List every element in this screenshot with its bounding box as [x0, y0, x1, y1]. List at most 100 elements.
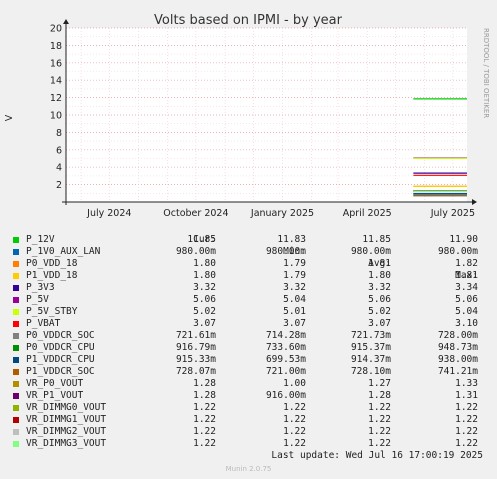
- legend-min-value: 1.79: [283, 258, 306, 269]
- legend-name: P_VBAT: [26, 318, 61, 329]
- y-tick-label: 16: [50, 58, 62, 69]
- legend-swatch: [13, 369, 19, 375]
- legend-row: VR_DIMMG0_VOUT 1.22 1.22 1.22 1.22: [12, 402, 490, 414]
- legend-avg-value: 1.22: [368, 414, 391, 425]
- legend-cur-value: 1.22: [193, 438, 216, 449]
- legend-max-value: 1.31: [455, 390, 478, 401]
- legend-swatch: [13, 273, 19, 279]
- legend-row: VR_DIMMG1_VOUT 1.22 1.22 1.22 1.22: [12, 414, 490, 426]
- legend-name: P_12V: [26, 234, 55, 245]
- legend-min-value: 980.00m: [265, 246, 306, 257]
- legend-col-max: Max:: [455, 270, 478, 281]
- legend-row: VR_DIMMG2_VOUT 1.22 1.22 1.22 1.22: [12, 426, 490, 438]
- legend-max-value: 1.22: [455, 426, 478, 437]
- legend-min-value: 1.22: [283, 402, 306, 413]
- legend-max-value: 3.34: [455, 282, 478, 293]
- legend-avg-value: 1.28: [368, 390, 391, 401]
- series-lines: [413, 98, 467, 197]
- legend-avg-value: 1.22: [368, 402, 391, 413]
- legend-swatch: [13, 237, 19, 243]
- legend-cur-value: 3.32: [193, 282, 216, 293]
- legend-name: P_1V0_AUX_LAN: [26, 246, 101, 257]
- last-update: Last update: Wed Jul 16 17:00:19 2025: [271, 450, 483, 461]
- legend-row: P0_VDDCR_CPU 916.79m 733.60m 915.37m 948.73m: [12, 342, 490, 354]
- legend-name: VR_DIMMG3_VOUT: [26, 438, 107, 449]
- legend-max-value: 1.22: [455, 402, 478, 413]
- legend: Cur: Min: Avg: Max: P_12V 11.85 11.83 11.85…: [12, 222, 490, 450]
- legend-name: VR_DIMMG0_VOUT: [26, 402, 107, 413]
- legend-avg-value: 721.73m: [350, 330, 391, 341]
- legend-name: VR_DIMMG1_VOUT: [26, 414, 107, 425]
- legend-name: P_5V_STBY: [26, 306, 78, 317]
- legend-row: P_5V_STBY 5.02 5.01 5.02 5.04: [12, 306, 490, 318]
- legend-cur-value: 1.80: [193, 258, 216, 269]
- legend-row: P0_VDDCR_SOC 721.61m 714.28m 721.73m 728.00m: [12, 330, 490, 342]
- legend-col-avg: Avg:: [368, 258, 391, 269]
- legend-max-value: 728.00m: [437, 330, 478, 341]
- legend-row: P1_VDD_18 1.80 1.79 1.80 1.81: [12, 270, 490, 282]
- legend-avg-value: 1.27: [368, 378, 391, 389]
- legend-cur-value: 5.06: [193, 294, 216, 305]
- legend-min-value: 3.07: [283, 318, 306, 329]
- legend-max-value: 1.22: [455, 438, 478, 449]
- x-tick-label: April 2025: [343, 208, 392, 219]
- legend-cur-value: 915.33m: [175, 354, 216, 365]
- legend-cur-value: 5.02: [193, 306, 216, 317]
- legend-min-value: 11.83: [277, 234, 306, 245]
- legend-col-cur: Cur:: [193, 234, 216, 245]
- legend-cur-value: 11.85: [187, 234, 216, 245]
- legend-row: VR_P0_VOUT 1.28 1.00 1.27 1.33: [12, 378, 490, 390]
- legend-swatch: [13, 261, 19, 267]
- legend-cur-value: 1.28: [193, 390, 216, 401]
- legend-min-value: 1.22: [283, 438, 306, 449]
- legend-swatch: [13, 417, 19, 423]
- legend-max-value: 980.00m: [437, 246, 478, 257]
- grid: [66, 27, 467, 202]
- legend-min-value: 5.01: [283, 306, 306, 317]
- y-tick-label: 2: [56, 180, 62, 191]
- legend-min-value: 733.60m: [265, 342, 306, 353]
- y-axis-label: V: [4, 114, 15, 121]
- footer: Munin 2.0.75: [225, 465, 272, 473]
- y-tick-label: 18: [50, 41, 62, 52]
- legend-swatch: [13, 309, 19, 315]
- legend-rows: P_12V 11.85 11.83 11.85 11.90 P_1V0_AUX_LAN 98…: [12, 234, 490, 450]
- legend-swatch: [13, 357, 19, 363]
- legend-name: VR_P0_VOUT: [26, 378, 84, 389]
- legend-min-value: 714.28m: [265, 330, 306, 341]
- legend-max-value: 1.33: [455, 378, 478, 389]
- legend-max-value: 5.04: [455, 306, 478, 317]
- x-tick-label: October 2024: [163, 208, 228, 219]
- legend-avg-value: 728.10m: [350, 366, 391, 377]
- legend-cur-value: 1.22: [193, 402, 216, 413]
- legend-max-value: 1.22: [455, 414, 478, 425]
- legend-row: P_3V3 3.32 3.32 3.32 3.34: [12, 282, 490, 294]
- legend-row: P0_VDD_18 1.80 1.79 1.81 1.82: [12, 258, 490, 270]
- legend-avg-value: 3.32: [368, 282, 391, 293]
- legend-max-value: 741.21m: [437, 366, 478, 377]
- legend-cur-value: 721.61m: [175, 330, 216, 341]
- y-tick-label: 4: [56, 163, 62, 174]
- legend-min-value: 916.00m: [265, 390, 306, 401]
- legend-swatch: [13, 393, 19, 399]
- legend-min-value: 3.32: [283, 282, 306, 293]
- y-tick-label: 8: [56, 128, 62, 139]
- y-tick-label: 6: [56, 145, 62, 156]
- legend-row: P_12V 11.85 11.83 11.85 11.90: [12, 234, 490, 246]
- legend-avg-value: 11.85: [362, 234, 391, 245]
- legend-swatch: [13, 429, 19, 435]
- chart-title: Volts based on IPMI - by year: [154, 13, 343, 28]
- legend-min-value: 699.53m: [265, 354, 306, 365]
- legend-avg-value: 1.22: [368, 426, 391, 437]
- legend-max-value: 1.81: [455, 270, 478, 281]
- legend-row: P1_VDDCR_CPU 915.33m 699.53m 914.37m 938.00m: [12, 354, 490, 366]
- legend-col-min: Min:: [283, 246, 306, 257]
- chart: Volts based on IPMI - by year V RRDTOOL …: [4, 13, 490, 219]
- legend-name: P0_VDD_18: [26, 258, 78, 269]
- legend-cur-value: 728.07m: [175, 366, 216, 377]
- x-tick-label: January 2025: [250, 208, 314, 219]
- legend-row: P_VBAT 3.07 3.07 3.07 3.10: [12, 318, 490, 330]
- x-tick-label: July 2025: [430, 208, 475, 219]
- legend-avg-value: 915.37m: [350, 342, 391, 353]
- legend-header: Cur: Min: Avg: Max:: [12, 222, 490, 281]
